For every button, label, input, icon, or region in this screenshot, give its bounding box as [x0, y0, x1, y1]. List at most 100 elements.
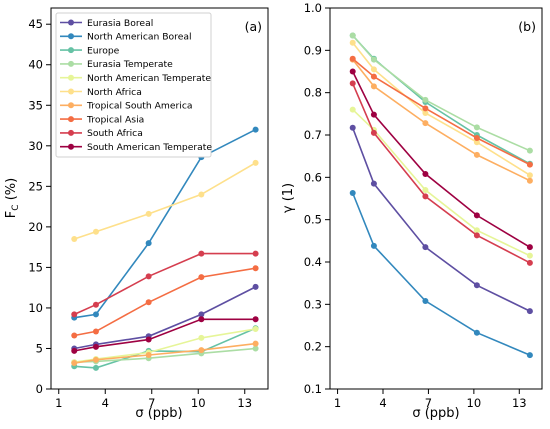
series-series-6 [349, 39, 533, 179]
panel-a-label: (a) [245, 19, 262, 34]
panel-b-ytick-label: 0.2 [304, 340, 322, 354]
panel-a-ytick-label: 5 [36, 341, 43, 355]
panel-a-frame [50, 7, 269, 390]
series-series-2 [349, 189, 533, 359]
data-point [370, 73, 377, 80]
legend-swatch-marker [68, 102, 74, 109]
series-series-1 [349, 124, 533, 315]
legend-item-north-africa: North Africa [60, 87, 142, 98]
panel-b-ytick-label: 0.1 [304, 382, 322, 396]
legend-swatch-marker [68, 88, 74, 95]
panel-a-ytick-label: 25 [28, 179, 43, 193]
data-point [526, 259, 533, 266]
data-point [370, 129, 377, 136]
data-point [145, 240, 152, 247]
panel-b-ticks: 1 4 7 10 13 0.1 0.2 0.3 0.4 0.5 0.6 0.7 0.8 0.9 1.0 [304, 1, 527, 410]
legend-item-europe: Europe [60, 45, 120, 56]
legend-item-tropical-asia: Tropical Asia [60, 114, 144, 125]
panel-b-ylabel: γ (1) [281, 183, 296, 213]
legend-item-north-american-temperate: North American Temperate [60, 73, 211, 84]
series-line [351, 127, 531, 312]
legend-item-tropical-south-america: Tropical South America [60, 101, 193, 112]
data-point [252, 250, 259, 257]
legend-item-south-american-temperate: South American Temperate [60, 142, 212, 153]
panel-a-xtick-label: 10 [191, 396, 206, 410]
panel-a-xtick-label: 13 [237, 396, 252, 410]
panel-b-ytick-label: 1.0 [304, 1, 322, 15]
legend-label: Eurasia Temperate [87, 59, 173, 70]
series-line [74, 128, 256, 319]
data-point [92, 343, 99, 350]
series-series-3 [349, 32, 533, 167]
panel-a-ylabel: FC (%) [4, 178, 21, 218]
panel-b-xtick-label: 10 [467, 396, 482, 410]
data-point [422, 187, 429, 194]
legend-swatch-marker [68, 129, 74, 136]
data-point [349, 80, 356, 87]
data-point [252, 265, 259, 272]
panel-a: 1 4 7 10 13 0 5 10 15 20 25 30 35 40 45 (a) σ (ppb) FC… [4, 7, 269, 421]
data-point [252, 326, 259, 333]
data-point [526, 252, 533, 259]
data-point [526, 177, 533, 184]
data-point [145, 210, 152, 217]
data-point [252, 126, 259, 133]
data-point [145, 299, 152, 306]
data-point [198, 334, 205, 341]
data-point [422, 297, 429, 304]
data-point [526, 352, 533, 359]
panel-b-xtick-label: 1 [334, 396, 341, 410]
data-point [92, 228, 99, 235]
legend-item-eurasia-temperate: Eurasia Temperate [60, 59, 173, 70]
data-point [526, 147, 533, 154]
data-point [370, 66, 377, 73]
data-point [473, 227, 480, 234]
panel-b-ytick-label: 0.8 [304, 86, 322, 100]
legend-label: Europe [87, 45, 120, 56]
data-point [145, 336, 152, 343]
panel-a-ylabel-main: F [4, 211, 19, 218]
data-point [370, 180, 377, 187]
data-point [473, 151, 480, 158]
data-point [198, 311, 205, 318]
data-point [198, 191, 205, 198]
legend-label: North American Boreal [87, 32, 192, 43]
data-point [71, 332, 78, 339]
panel-a-ytick-label: 0 [36, 382, 43, 396]
data-point [370, 83, 377, 90]
data-point [422, 244, 429, 251]
panel-b-xtick-label: 7 [425, 396, 432, 410]
legend-swatch-marker [68, 19, 74, 26]
data-point [92, 301, 99, 308]
series-series-4 [349, 32, 533, 154]
data-point [473, 282, 480, 289]
series-south-africa [71, 250, 259, 318]
panel-b-label: (b) [518, 19, 536, 34]
data-point [473, 232, 480, 239]
panel-a-ytick-label: 30 [28, 139, 43, 153]
data-point [349, 68, 356, 75]
data-point [422, 96, 429, 103]
panel-b-ytick-label: 0.5 [304, 213, 322, 227]
series-tropical-asia [71, 265, 259, 339]
panel-a-ytick-label: 15 [28, 260, 43, 274]
data-point [526, 244, 533, 251]
data-point [473, 124, 480, 131]
panel-a-ytick-label: 40 [28, 58, 43, 72]
series-series-8 [349, 55, 533, 168]
legend-label: South American Temperate [87, 142, 212, 153]
data-point [422, 170, 429, 177]
panel-b-ytick-label: 0.9 [304, 43, 322, 57]
panel-b-ytick-label: 0.3 [304, 297, 322, 311]
panel-a-xtick-label: 4 [102, 396, 109, 410]
data-point [473, 329, 480, 336]
data-point [526, 308, 533, 315]
panel-b-xlabel: σ (ppb) [412, 406, 459, 421]
data-point [526, 161, 533, 168]
legend-item-south-africa: South Africa [60, 128, 143, 139]
data-point [349, 39, 356, 46]
series-series-10 [349, 68, 533, 251]
data-point [71, 360, 78, 367]
legend-label: Tropical Asia [86, 114, 144, 125]
panel-b: 1 4 7 10 13 0.1 0.2 0.3 0.4 0.5 0.6 0.7 0.8 0.9 1.0 (b… [281, 1, 543, 421]
